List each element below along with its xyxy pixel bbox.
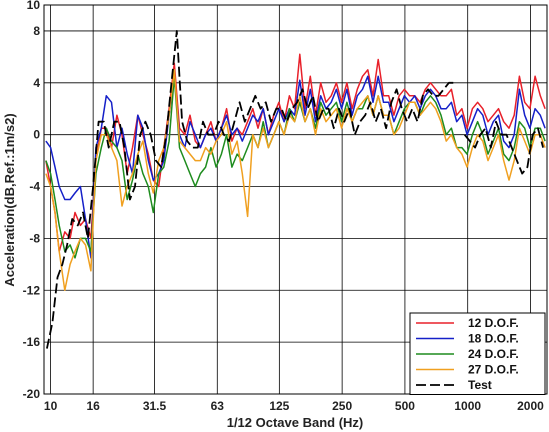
y-ticks: 10 8 4 0 -4 -8 -12 -16 -20 <box>23 0 41 401</box>
x-tick-label: 31.5 <box>143 399 167 413</box>
legend-label: 18 D.O.F. <box>468 332 519 346</box>
x-tick-label: 63 <box>211 399 225 413</box>
x-tick-label: 2000 <box>517 399 544 413</box>
x-tick-label: 250 <box>332 399 352 413</box>
y-tick-label: -12 <box>23 283 41 297</box>
y-tick-label: -4 <box>29 180 40 194</box>
grid <box>44 5 547 394</box>
x-tick-label: 10 <box>44 399 58 413</box>
x-tick-label: 125 <box>269 399 289 413</box>
series-line-4 <box>45 69 546 292</box>
series-group <box>45 30 546 349</box>
x-axis-label: 1/12 Octave Band (Hz) <box>227 415 364 430</box>
x-tick-label: 500 <box>395 399 415 413</box>
legend-label: Test <box>468 378 492 392</box>
x-ticks: 10 16 31.5 63 125 250 500 1000 2000 <box>44 399 544 413</box>
y-tick-label: 4 <box>33 76 40 90</box>
series-line-5 <box>46 30 544 349</box>
y-tick-label: 8 <box>33 24 40 38</box>
y-tick-label: -8 <box>29 231 40 245</box>
plot-frame <box>43 4 548 395</box>
series-line-2 <box>45 75 546 259</box>
legend: 12 D.O.F. 18 D.O.F.24 D.O.F. 27 D.O.F.Test <box>409 312 546 395</box>
y-tick-label: -16 <box>23 335 41 349</box>
y-tick-label: -20 <box>23 387 41 401</box>
x-tick-label: 1000 <box>454 399 481 413</box>
x-tick-label: 16 <box>86 399 100 413</box>
y-tick-label: 0 <box>33 128 40 142</box>
legend-label: 27 D.O.F. <box>468 363 519 377</box>
legend-label: 12 D.O.F. <box>468 316 519 330</box>
y-axis-label: Acceleration(dB,Ref.:1m/s2) <box>2 113 17 286</box>
y-tick-label: 10 <box>27 0 41 12</box>
legend-label: 24 D.O.F. <box>468 347 519 361</box>
